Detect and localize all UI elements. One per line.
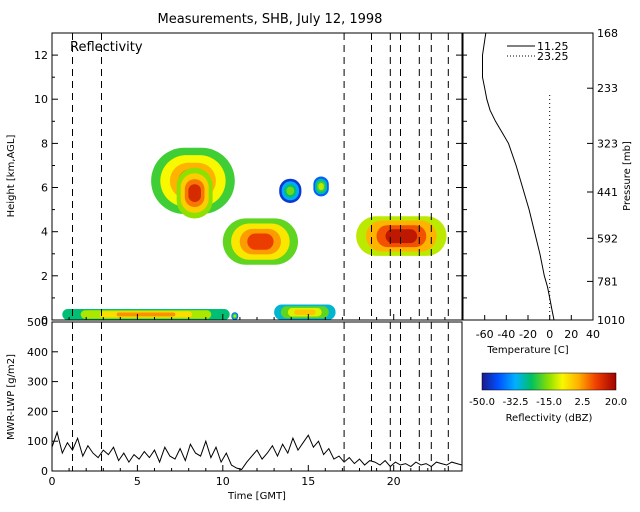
pressure-tick-label-1: 233 <box>597 82 618 95</box>
time-x-label: Time [GMT] <box>227 491 286 502</box>
reflectivity-frame <box>51 32 463 321</box>
echo-region-0-layer-3 <box>116 312 176 317</box>
colorbar-tick-label-3: 2.5 <box>575 397 591 408</box>
time-x-tick-label-4: 20 <box>387 475 401 488</box>
time-x-axis: 0 5 10 15 20 <box>49 465 463 488</box>
pressure-tick-label-5: 781 <box>597 275 618 288</box>
time-x-tick-label-3: 15 <box>301 475 315 488</box>
refl-y-tick-label-3: 6 <box>41 182 48 195</box>
temperature-x-axis: -60 -40 -20 0 20 40 <box>476 315 600 341</box>
temp-x-tick-label-0: -60 <box>476 328 494 341</box>
reflectivity-echoes <box>62 147 447 320</box>
reflectivity-panel: 0 2 4 6 8 10 12 Reflectivity Height [km,AGL] <box>6 32 463 327</box>
lwp-y-tick-label-0: 0 <box>41 465 48 478</box>
colorbar-gradient <box>481 372 617 391</box>
temp-x-tick-label-5: 40 <box>586 328 600 341</box>
pressure-y-axis: 168 233 323 441 592 781 1010 <box>463 27 625 327</box>
pressure-tick-label-3: 441 <box>597 186 618 199</box>
temperature-profile-0 <box>482 33 555 320</box>
echo-region-5-layer-3 <box>247 233 274 250</box>
legend-label-2: 23.25 <box>537 50 569 63</box>
echo-region-1-layer-3 <box>233 314 236 318</box>
colorbar-label: Reflectivity (dBZ) <box>506 413 593 424</box>
time-x-tick-label-2: 10 <box>216 475 230 488</box>
echo-region-6-layer-3 <box>286 186 295 196</box>
refl-y-tick-label-0: 0 <box>41 314 48 327</box>
pressure-tick-label-4: 592 <box>597 232 618 245</box>
colorbar-tick-label-1: -32.5 <box>503 397 529 408</box>
colorbar-tick-label-2: -15.0 <box>536 397 562 408</box>
lwp-panel: 0 100 200 300 400 500 0 5 10 15 20 MWR-LWP [g/m2]… <box>6 316 463 502</box>
lwp-frame <box>51 321 463 472</box>
echo-region-8-layer-3 <box>385 229 418 244</box>
pressure-y-label: Pressure [mb] <box>622 141 633 211</box>
temp-x-tick-label-2: -20 <box>519 328 537 341</box>
lwp-y-tick-label-5: 500 <box>27 316 48 329</box>
echo-region-4-layer-3 <box>188 184 201 202</box>
colorbar-tick-label-4: 20.0 <box>605 397 627 408</box>
reflectivity-y-label: Height [km,AGL] <box>6 135 17 218</box>
temp-x-tick-label-3: 0 <box>546 328 553 341</box>
reflectivity-colorbar: -50.0 -32.5 -15.0 2.5 20.0 Reflectivity (dBZ… <box>469 372 627 424</box>
refl-y-tick-label-5: 10 <box>34 93 48 106</box>
reflectivity-y-axis: 0 2 4 6 8 10 12 <box>34 49 463 327</box>
temperature-legend: 11.25 23.25 <box>507 40 569 63</box>
lwp-y-label: MWR-LWP [g/m2] <box>6 354 17 440</box>
echo-region-7-layer-3 <box>318 183 324 190</box>
temperature-frame <box>462 32 594 321</box>
lwp-y-tick-label-4: 400 <box>27 346 48 359</box>
refl-y-tick-label-6: 12 <box>34 49 48 62</box>
temperature-x-label: Temperature [C] <box>486 345 568 356</box>
lwp-series <box>52 430 462 471</box>
colorbar-ticks: -50.0 -32.5 -15.0 2.5 20.0 <box>469 397 627 408</box>
temperature-profiles <box>482 33 555 320</box>
echo-region-2-layer-3 <box>294 309 316 315</box>
reflectivity-panel-label: Reflectivity <box>70 40 143 55</box>
legend-label-1: 11.25 <box>537 40 569 53</box>
temp-x-tick-label-4: 20 <box>564 328 578 341</box>
figure-title: Measurements, SHB, July 12, 1998 <box>158 12 383 27</box>
lwp-time-markers <box>72 322 449 471</box>
pressure-tick-label-2: 323 <box>597 137 618 150</box>
pressure-tick-label-6: 1010 <box>597 314 625 327</box>
time-x-tick-label-1: 5 <box>134 475 141 488</box>
time-x-tick-label-0: 0 <box>49 475 56 488</box>
lwp-line <box>52 430 462 471</box>
temp-x-tick-label-1: -40 <box>497 328 515 341</box>
reflectivity-time-markers <box>72 33 449 320</box>
lwp-y-tick-label-1: 100 <box>27 435 48 448</box>
refl-y-tick-label-2: 4 <box>41 226 48 239</box>
temperature-panel: -60 -40 -20 0 20 40 168 233 323 441 592 781 1010 11… <box>462 27 633 356</box>
pressure-tick-label-0: 168 <box>597 27 618 40</box>
colorbar-tick-label-0: -50.0 <box>469 397 495 408</box>
refl-y-tick-label-4: 8 <box>41 137 48 150</box>
lwp-y-tick-label-2: 200 <box>27 405 48 418</box>
lwp-y-tick-label-3: 300 <box>27 376 48 389</box>
refl-y-tick-label-1: 2 <box>41 270 48 283</box>
lwp-y-axis: 0 100 200 300 400 500 <box>27 316 58 478</box>
